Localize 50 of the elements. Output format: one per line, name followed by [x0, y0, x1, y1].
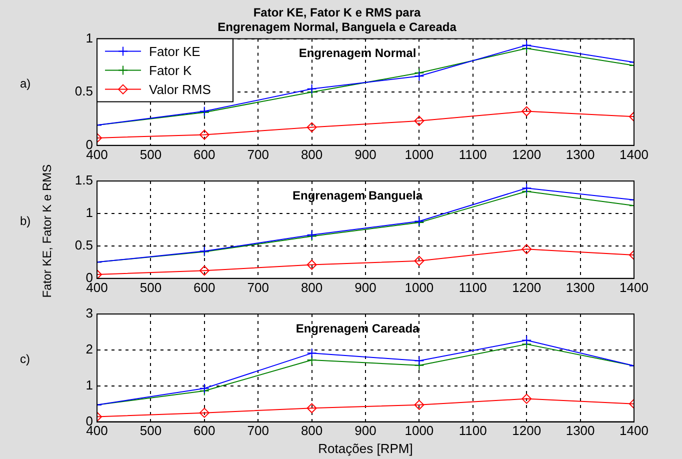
x-tick-label: 1200 — [512, 423, 542, 438]
x-tick-label: 700 — [247, 423, 269, 438]
x-tick-label: 1400 — [620, 146, 648, 162]
x-tick-label: 1200 — [512, 146, 542, 162]
y-tick-label: 3 — [86, 306, 93, 321]
y-tick-label: 2 — [86, 342, 93, 357]
x-tick-label: 1000 — [404, 423, 434, 438]
text: c) — [20, 352, 30, 366]
x-tick-label: 700 — [247, 146, 269, 162]
y-tick-label: 1 — [86, 377, 93, 392]
legend-label: Fator K — [149, 62, 192, 78]
text: Engrenagem Normal — [298, 46, 416, 60]
text: b) — [20, 214, 31, 228]
x-tick-label: 1100 — [458, 280, 487, 295]
x-tick-label: 600 — [194, 280, 216, 295]
x-tick-label: 800 — [300, 423, 323, 438]
y-axis-title: Fator KE, Fator K e RMS — [40, 164, 54, 298]
x-tick-label: 1400 — [620, 423, 648, 438]
text: a) — [20, 76, 31, 90]
x-tick-label: 500 — [140, 146, 162, 162]
x-tick-label: 500 — [140, 423, 162, 438]
x-tick-label: 1000 — [404, 146, 434, 162]
text: Engrenagem Careada — [296, 321, 420, 336]
x-tick-label: 1200 — [512, 280, 542, 295]
y-tick-label: 0.5 — [74, 84, 93, 99]
x-axis-title: Rotações [RPM] — [318, 440, 413, 456]
x-tick-label: 1300 — [566, 423, 595, 438]
y-tick-label: 0.5 — [74, 238, 93, 253]
x-tick-label: 600 — [194, 146, 216, 162]
legend-label: Fator KE — [149, 44, 201, 59]
x-tick-label: 700 — [247, 280, 269, 295]
chart-title: Fator KE, Fator K e RMS para Engrenagem Normal, Banguela e Careada — [218, 6, 457, 34]
legend-label: Valor RMS — [149, 82, 212, 97]
y-tick-label: 1.5 — [74, 172, 93, 188]
x-tick-label: 1400 — [620, 280, 648, 295]
x-tick-label: 1100 — [458, 146, 487, 162]
x-tick-label: 900 — [354, 423, 376, 438]
x-tick-label: 900 — [354, 280, 376, 295]
y-tick-label: 1 — [86, 30, 93, 46]
x-tick-label: 1100 — [458, 423, 487, 438]
text: Engrenagem Banguela — [292, 188, 423, 202]
y-tick-label: 1 — [86, 205, 93, 220]
x-tick-label: 1300 — [566, 280, 595, 295]
x-tick-label: 800 — [300, 280, 323, 295]
x-tick-label: 500 — [140, 280, 162, 295]
x-tick-label: 600 — [194, 423, 216, 438]
x-tick-label: 800 — [300, 146, 323, 162]
x-tick-label: 900 — [354, 146, 376, 162]
x-tick-label: 1000 — [404, 280, 434, 295]
x-tick-label: 1300 — [566, 146, 595, 162]
